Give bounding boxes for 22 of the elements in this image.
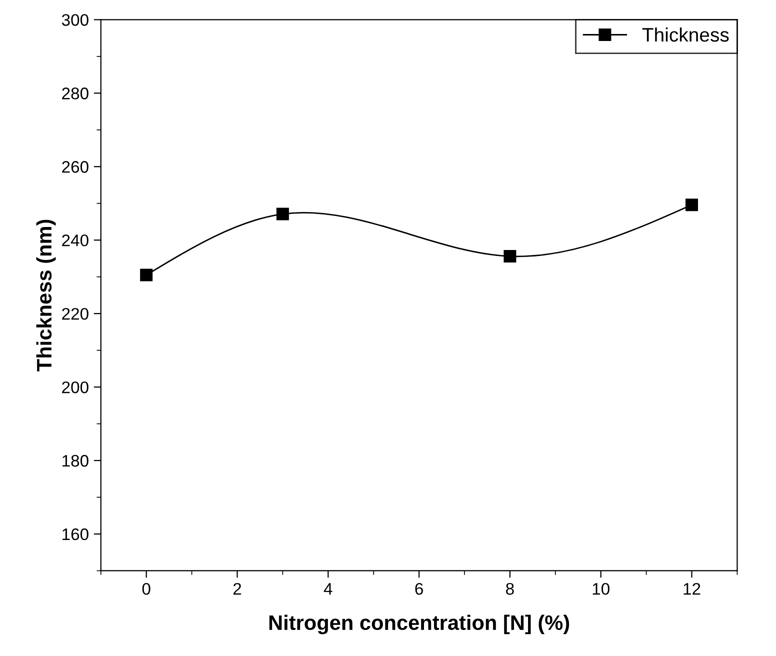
x-tick-label: 6 (415, 582, 423, 595)
y-tick-label: 240 (62, 234, 88, 246)
y-tick-label: 200 (62, 381, 88, 394)
point (140, 268, 153, 282)
x-tick-label: 10 (592, 582, 610, 595)
y-tick-label: 180 (62, 454, 88, 467)
legend-label: Thickness (642, 27, 729, 42)
x-tick-label: 2 (233, 582, 242, 595)
point (504, 250, 516, 263)
y-tick-label: 220 (62, 308, 88, 320)
y-tick-label: 260 (62, 161, 88, 173)
point (276, 208, 289, 220)
x-axis-title: Nitrogen concentration [N] (%) (269, 614, 570, 634)
y-axis-title: Thickness (nm) (36, 220, 56, 372)
x-tick-label: 0 (142, 582, 150, 595)
y-tick-label: 300 (62, 14, 88, 26)
x-tick-label: 12 (684, 582, 700, 595)
y-tick-label: 160 (62, 528, 88, 540)
point (686, 198, 698, 212)
x-tick-label: 4 (324, 583, 332, 595)
y-tick-label: 280 (62, 88, 88, 100)
x-tick-label: 8 (506, 582, 514, 595)
